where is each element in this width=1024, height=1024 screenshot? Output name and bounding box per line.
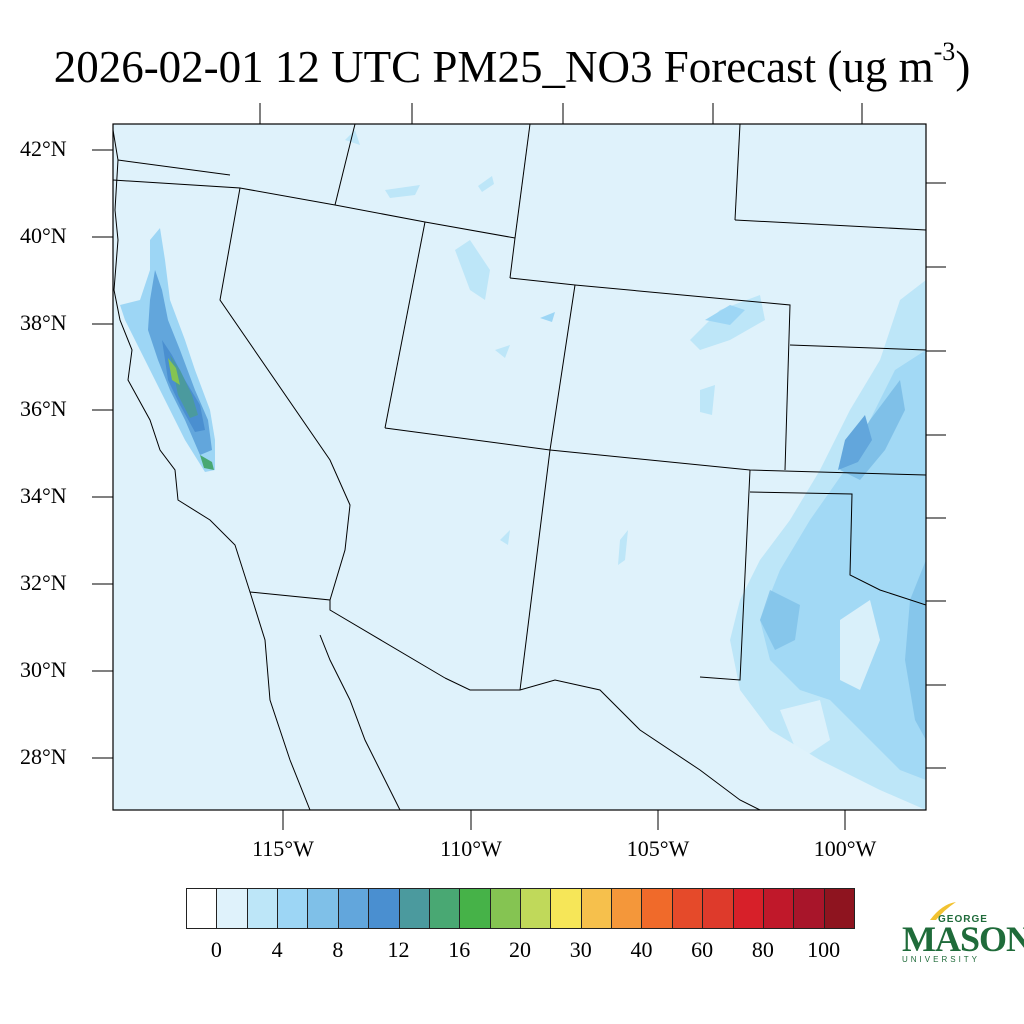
colorbar bbox=[186, 888, 855, 931]
concentration-field bbox=[120, 130, 926, 810]
right-ticks bbox=[926, 182, 946, 769]
logo-bottom-text: UNIVERSITY bbox=[902, 955, 981, 964]
colorbar-label: 80 bbox=[751, 937, 774, 962]
colorbar-label: 100 bbox=[807, 937, 841, 962]
colorbar-cell bbox=[398, 888, 430, 929]
lat-label-36: 36°N bbox=[20, 396, 67, 421]
colorbar-cell bbox=[186, 888, 218, 929]
colorbar-label: 30 bbox=[569, 937, 592, 962]
colorbar-cell bbox=[732, 888, 764, 929]
lat-label-32: 32°N bbox=[20, 570, 67, 595]
colorbar-cell bbox=[216, 888, 248, 929]
top-ticks bbox=[259, 103, 863, 124]
colorbar-label: 0 bbox=[210, 937, 222, 962]
colorbar-label: 60 bbox=[691, 937, 714, 962]
colorbar-label: 16 bbox=[448, 937, 471, 962]
colorbar-cell bbox=[702, 888, 734, 929]
colorbar-cell bbox=[459, 888, 491, 929]
lat-label-40: 40°N bbox=[20, 223, 67, 248]
lat-label-30: 30°N bbox=[20, 657, 67, 682]
bottom-ticks bbox=[282, 810, 846, 830]
colorbar-cell bbox=[580, 888, 613, 929]
logo-swoosh-icon bbox=[930, 902, 956, 920]
logo-top-text: GEORGE bbox=[938, 914, 988, 925]
colorbar-cell bbox=[428, 888, 461, 929]
colorbar-cell bbox=[550, 888, 582, 929]
logo-main-text: MASON bbox=[902, 919, 1024, 959]
title-main: 2026-02-01 12 UTC PM25_NO3 Forecast (ug … bbox=[53, 42, 934, 92]
lat-label-38: 38°N bbox=[20, 310, 67, 335]
colorbar-cell bbox=[793, 888, 825, 929]
lat-ticks bbox=[92, 149, 113, 759]
colorbar-cell bbox=[246, 888, 279, 929]
colorbar-cell bbox=[337, 888, 370, 929]
colorbar-cell bbox=[762, 888, 795, 929]
map-frame bbox=[112, 123, 927, 811]
gmu-logo: GEORGE MASON UNIVERSITY bbox=[898, 900, 1024, 970]
lon-label-110: 110°W bbox=[440, 836, 502, 861]
colorbar-cell bbox=[671, 888, 704, 929]
colorbar-cell bbox=[277, 888, 309, 929]
map-title: 2026-02-01 12 UTC PM25_NO3 Forecast (ug … bbox=[0, 28, 1024, 97]
lon-label-115: 115°W bbox=[252, 836, 314, 861]
title-close: ) bbox=[955, 42, 971, 92]
colorbar-label: 20 bbox=[509, 937, 531, 962]
colorbar-label: 8 bbox=[332, 937, 344, 962]
colorbar-cell bbox=[611, 888, 643, 929]
colorbar-cell bbox=[641, 888, 673, 929]
colorbar-cell bbox=[368, 888, 400, 929]
lat-label-28: 28°N bbox=[20, 744, 67, 769]
lon-label-105: 105°W bbox=[626, 836, 690, 861]
colorbar-label: 12 bbox=[387, 937, 410, 962]
colorbar-cell bbox=[823, 888, 855, 929]
colorbar-label: 40 bbox=[630, 937, 653, 962]
lon-label-100: 100°W bbox=[813, 836, 877, 861]
colorbar-cell bbox=[489, 888, 521, 929]
lat-label-34: 34°N bbox=[20, 483, 67, 508]
colorbar-label: 4 bbox=[271, 937, 283, 962]
title-superscript: -3 bbox=[933, 37, 956, 66]
lat-label-42: 42°N bbox=[20, 136, 67, 161]
state-boundaries bbox=[113, 124, 926, 810]
colorbar-cell bbox=[520, 888, 552, 929]
colorbar-cell bbox=[307, 888, 339, 929]
